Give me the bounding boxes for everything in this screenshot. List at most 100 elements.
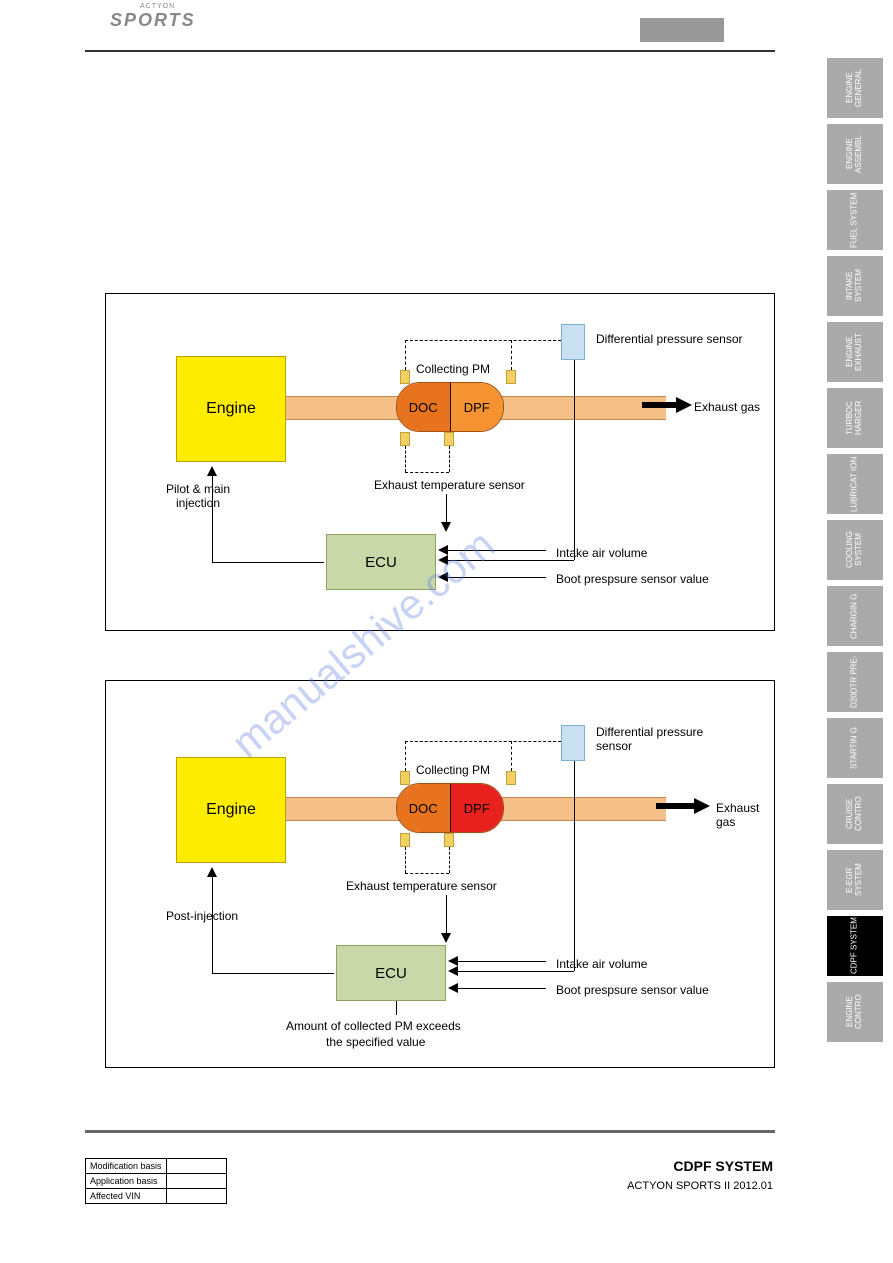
footer-rule (85, 1130, 775, 1133)
exhaust-arrow-head (694, 798, 710, 814)
dash (449, 847, 450, 873)
footer-table: Modification basis Application basis Aff… (85, 1158, 227, 1204)
ets-label: Exhaust temperature sensor (374, 478, 525, 492)
table-cell: Application basis (86, 1174, 167, 1189)
logo-sub: ACTYON (140, 3, 175, 10)
collecting-label: Collecting PM (416, 362, 490, 376)
side-tab[interactable]: CDPF SYSTEM (827, 916, 883, 976)
doc-box: DOC (397, 383, 451, 431)
line (212, 877, 213, 973)
exhaust-label: Exhaust gas (716, 801, 774, 829)
table-cell: Affected VIN (86, 1189, 167, 1204)
line (456, 961, 546, 962)
side-tab[interactable]: ENGINE ASSEMBL (827, 124, 883, 184)
line (396, 1001, 397, 1015)
side-tab[interactable]: ENGINE CONTRO (827, 982, 883, 1042)
line (446, 550, 546, 551)
dash (405, 472, 449, 473)
dash (405, 741, 406, 771)
arrow (448, 966, 458, 976)
sensor-bot-2 (444, 833, 454, 847)
ecu-box: ECU (336, 945, 446, 1001)
dash (405, 340, 561, 341)
side-tab[interactable]: COOLING SYSTEM (827, 520, 883, 580)
dps-label: Differential pressure sensor (596, 332, 743, 346)
intake-label: Intake air volume (556, 546, 647, 560)
exhaust-label: Exhaust gas (694, 400, 760, 414)
dash (405, 847, 406, 873)
dps-sensor (561, 725, 585, 761)
exhaust-arrow-head (676, 397, 692, 413)
injection-label: Post-injection (166, 909, 238, 923)
line (456, 988, 546, 989)
side-tab[interactable]: CHARGIN G (827, 586, 883, 646)
doc-box: DOC (397, 784, 451, 832)
logo: SPORTS (110, 10, 196, 31)
side-tab[interactable]: E-EGR SYSTEM (827, 850, 883, 910)
side-tab[interactable]: STARTIN G (827, 718, 883, 778)
pm-note-1: Amount of collected PM exceeds (286, 1019, 461, 1033)
ets-label: Exhaust temperature sensor (346, 879, 497, 893)
pm-note-2: the specified value (326, 1035, 425, 1049)
side-tabs: ENGINE GENERAL ENGINE ASSEMBL FUEL SYSTEM I… (827, 58, 883, 1048)
side-tab[interactable]: D20DTR PRE- (827, 652, 883, 712)
side-tab[interactable]: ENGINE GENERAL (827, 58, 883, 118)
dpf-box: DPF (451, 383, 504, 431)
sensor-top-2 (506, 370, 516, 384)
sensor-bot-1 (400, 432, 410, 446)
arrow (438, 545, 448, 555)
dash (405, 873, 449, 874)
side-tab[interactable]: FUEL SYSTEM (827, 190, 883, 250)
table-cell: Modification basis (86, 1159, 167, 1174)
engine-box: Engine (176, 356, 286, 462)
arrow (438, 555, 448, 565)
exhaust-arrow-line (656, 803, 696, 809)
sensor-bot-1 (400, 833, 410, 847)
dash (511, 340, 512, 370)
side-tab[interactable]: TURBOC HARGER (827, 388, 883, 448)
boost-label: Boot prespsure sensor value (556, 983, 709, 997)
side-tab[interactable]: LUBRICAT ION (827, 454, 883, 514)
table-cell (166, 1174, 226, 1189)
dash (511, 741, 512, 771)
line (212, 973, 334, 974)
side-tab[interactable]: INTAKE SYSTEM (827, 256, 883, 316)
line (446, 895, 447, 935)
diagram-2: Engine DOC DPF ECU Differential pressure… (105, 680, 775, 1068)
line (446, 577, 546, 578)
side-tab[interactable]: ENGINE EXHAUST (827, 322, 883, 382)
arrow (207, 466, 217, 476)
arrow (438, 572, 448, 582)
injection-label: Pilot & main injection (166, 482, 230, 510)
arrow (441, 522, 451, 532)
arrow (207, 867, 217, 877)
doc-dpf-unit: DOC DPF (396, 382, 504, 432)
line (212, 562, 324, 563)
header-box (640, 18, 724, 42)
dash (405, 340, 406, 370)
sensor-top-2 (506, 771, 516, 785)
line (446, 560, 574, 561)
header-rule (85, 50, 775, 52)
line (446, 494, 447, 524)
sensor-top-1 (400, 771, 410, 785)
dps-label: Differential pressure sensor (596, 725, 703, 753)
footer-sub: ACTYON SPORTS II 2012.01 (627, 1180, 773, 1192)
doc-dpf-unit: DOC DPF (396, 783, 504, 833)
collecting-label: Collecting PM (416, 763, 490, 777)
table-cell (166, 1159, 226, 1174)
arrow (448, 983, 458, 993)
sensor-top-1 (400, 370, 410, 384)
line (212, 476, 213, 562)
line (574, 360, 575, 560)
dash (405, 446, 406, 472)
arrow (448, 956, 458, 966)
ecu-box: ECU (326, 534, 436, 590)
dash (405, 741, 561, 742)
intake-label: Intake air volume (556, 957, 647, 971)
side-tab[interactable]: CRUISE CONTRO (827, 784, 883, 844)
dash (449, 446, 450, 472)
dpf-box: DPF (451, 784, 504, 832)
line (574, 761, 575, 971)
sensor-bot-2 (444, 432, 454, 446)
